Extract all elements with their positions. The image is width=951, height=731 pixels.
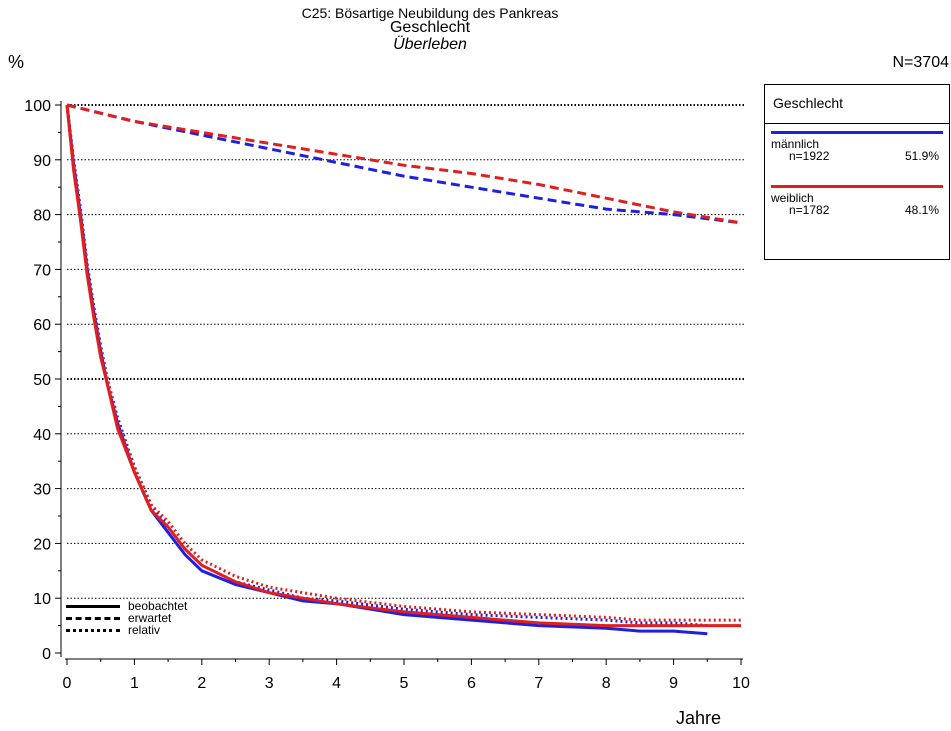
y-tick-label: 90 — [33, 153, 51, 170]
y-tick-label: 60 — [33, 317, 51, 334]
x-tick-label: 1 — [130, 675, 139, 692]
legend-percent: 48.1% — [904, 203, 939, 217]
x-axis-label: Jahre — [676, 708, 722, 728]
x-tick-label: 9 — [669, 675, 678, 692]
linetype-label: erwartet — [128, 611, 172, 625]
y-tick-label: 100 — [24, 98, 51, 115]
y-axis-unit: % — [8, 52, 25, 72]
x-tick-label: 0 — [63, 675, 72, 692]
x-tick-label: 7 — [534, 675, 543, 692]
legend-count: n=1922 — [789, 149, 830, 163]
series-line-maennlich-erwartet — [66, 103, 742, 225]
legend-entry-maennlich: männlich n=1922 51.9% — [765, 125, 949, 167]
x-tick-label: 8 — [602, 675, 611, 692]
title-block: C25: Bösartige Neubildung des Pankreas G… — [0, 6, 860, 53]
y-tick-label: 70 — [33, 262, 51, 279]
legend-divider — [765, 123, 949, 124]
y-tick-label: 80 — [33, 208, 51, 225]
x-tick-label: 3 — [265, 675, 274, 692]
dashed-line-sample — [66, 617, 120, 620]
chart-subtitle: Geschlecht — [389, 19, 471, 36]
y-tick-label: 20 — [33, 536, 51, 553]
y-tick-label: 10 — [33, 591, 51, 608]
legend-percent: 51.9% — [904, 149, 939, 163]
linetype-label: relativ — [128, 623, 161, 637]
legend-entry-weiblich: weiblich n=1782 48.1% — [765, 179, 949, 221]
chart-measure: Überleben — [393, 36, 467, 53]
series-line-maennlich-beobachtet — [65, 104, 708, 636]
series-line-weiblich-erwartet — [66, 103, 742, 225]
legend-swatch-weiblich — [771, 185, 943, 188]
dotted-line-sample — [66, 629, 120, 632]
legend-swatch-maennlich — [771, 131, 943, 134]
y-tick-label: 30 — [33, 482, 51, 499]
n-total: N=3704 — [892, 54, 950, 71]
chart-title: C25: Bösartige Neubildung des Pankreas — [301, 5, 559, 21]
y-tick-label: 40 — [33, 427, 51, 444]
solid-line-sample — [66, 605, 120, 608]
x-tick-label: 2 — [197, 675, 206, 692]
x-tick-label: 6 — [467, 675, 476, 692]
y-tick-label: 0 — [42, 646, 51, 663]
x-tick-label: 4 — [332, 675, 341, 692]
legend-title: Geschlecht — [773, 95, 844, 111]
series-line-maennlich-relativ — [65, 104, 708, 628]
legend-label: weiblich — [771, 191, 814, 205]
legend-label: männlich — [771, 137, 820, 151]
x-tick-label: 5 — [400, 675, 409, 692]
y-tick-label: 50 — [33, 372, 51, 389]
series-line-weiblich-relativ — [65, 104, 741, 622]
x-tick-label: 10 — [732, 675, 750, 692]
series-line-weiblich-beobachtet — [65, 104, 741, 628]
group-legend: Geschlecht männlich n=1922 51.9% weiblic… — [764, 84, 950, 260]
legend-count: n=1782 — [789, 203, 830, 217]
linetype-label: beobachtet — [128, 599, 188, 613]
